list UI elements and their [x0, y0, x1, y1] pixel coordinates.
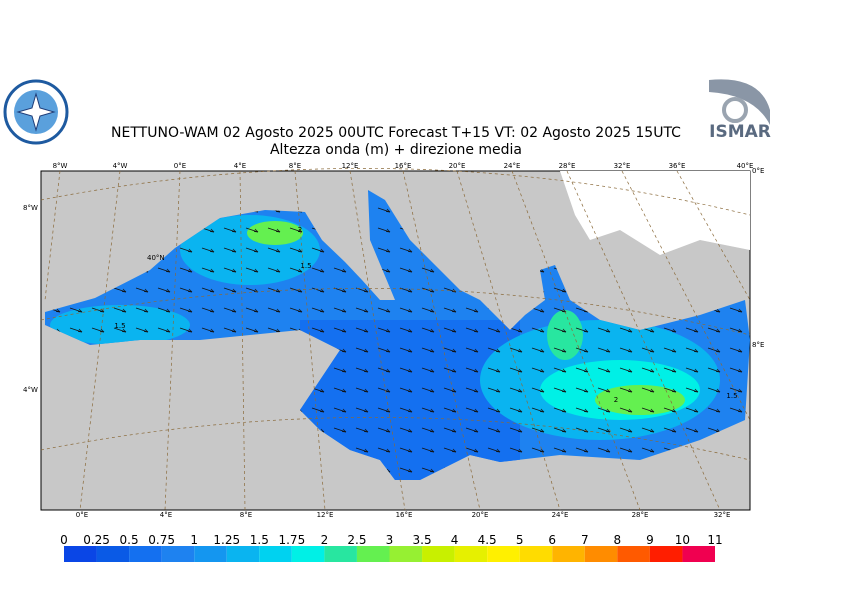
lon-label: 32°E	[614, 162, 631, 170]
contour-label: 1.5	[726, 392, 737, 400]
colorbar-label: 3	[386, 533, 394, 547]
colorbar-label: 10	[675, 533, 690, 547]
lat-label: 8°W	[23, 204, 38, 212]
lat-label: 8°E	[752, 341, 764, 349]
colorbar-box	[617, 546, 650, 562]
lon-label: 8°W	[53, 162, 68, 170]
lon-label: 4°W	[113, 162, 128, 170]
title: NETTUNO-WAM 02 Agosto 2025 00UTC Forecas…	[111, 125, 681, 141]
logo-left	[3, 79, 69, 145]
contour-label: 2	[298, 226, 302, 234]
lon-label: 0°E	[76, 511, 88, 519]
colorbar-box	[519, 546, 553, 562]
lon-label: 24°E	[552, 511, 569, 519]
colorbar-label: 1	[190, 533, 198, 547]
colorbar-box	[682, 546, 715, 562]
outside-domain	[560, 171, 750, 255]
colorbar-label: 4	[451, 533, 459, 547]
colorbar-label: 3.5	[413, 533, 432, 547]
lon-label: 24°E	[504, 162, 521, 170]
colorbar-box	[356, 546, 390, 562]
colorbar-box	[129, 546, 162, 562]
colorbar-label: 4.5	[478, 533, 497, 547]
lat-label: 0°E	[752, 167, 764, 175]
colorbar-label: 1.25	[213, 533, 240, 547]
lon-label: 20°E	[449, 162, 466, 170]
colorbar-label: 11	[707, 533, 722, 547]
logo-right: ISMAR	[709, 79, 771, 142]
colorbar-box	[422, 546, 455, 562]
colorbar-label: 9	[646, 533, 654, 547]
colorbar-box	[96, 546, 130, 562]
colorbar-label: 6	[548, 533, 556, 547]
colorbar-label: 8	[614, 533, 622, 547]
colorbar-box	[291, 546, 325, 562]
colorbar-label: 5	[516, 533, 524, 547]
subtitle: Altezza onda (m) + direzione media	[270, 142, 522, 158]
colorbar-label: 1.75	[278, 533, 305, 547]
lon-label: 16°E	[396, 511, 413, 519]
lon-label: 4°E	[160, 511, 172, 519]
colorbar-box	[161, 546, 195, 562]
colorbar-label: 1.5	[250, 533, 269, 547]
colorbar-label: 0.25	[83, 533, 110, 547]
lon-label: 12°E	[317, 511, 334, 519]
colorbar-box	[194, 546, 227, 562]
lon-label: 8°E	[289, 162, 301, 170]
graticule	[40, 168, 751, 511]
colorbar-label: 0.5	[120, 533, 139, 547]
colorbar-label: 0	[60, 533, 68, 547]
lon-label: 16°E	[395, 162, 412, 170]
lon-label: 0°E	[174, 162, 186, 170]
lat-label: 40°N	[147, 254, 165, 262]
lon-label: 28°E	[632, 511, 649, 519]
colorbar-box	[226, 546, 260, 562]
colorbar-label: 2	[321, 533, 329, 547]
colorbar-box	[324, 546, 357, 562]
colorbar-box	[584, 546, 618, 562]
colorbar-label: 2.5	[347, 533, 366, 547]
lon-label: 40°E	[737, 162, 754, 170]
lon-label: 36°E	[669, 162, 686, 170]
lon-label: 8°E	[240, 511, 252, 519]
logo-text: ISMAR	[709, 122, 771, 142]
lon-label: 12°E	[342, 162, 359, 170]
lon-label: 4°E	[234, 162, 246, 170]
colorbar-box	[649, 546, 683, 562]
colorbar-box	[64, 546, 97, 562]
colorbar-box	[487, 546, 520, 562]
lat-label: 4°W	[23, 386, 38, 394]
colorbar-box	[259, 546, 292, 562]
lon-label: 28°E	[559, 162, 576, 170]
contour-label: 1.5	[114, 322, 125, 330]
contour-label: 2	[614, 396, 618, 404]
colorbar-label: 7	[581, 533, 589, 547]
colorbar-box	[454, 546, 488, 562]
lon-label: 32°E	[714, 511, 731, 519]
contour-label: 1.5	[300, 262, 311, 270]
colorbar-label: 0.75	[148, 533, 175, 547]
colorbar-box	[552, 546, 585, 562]
lon-label: 20°E	[472, 511, 489, 519]
colorbar-box	[389, 546, 423, 562]
